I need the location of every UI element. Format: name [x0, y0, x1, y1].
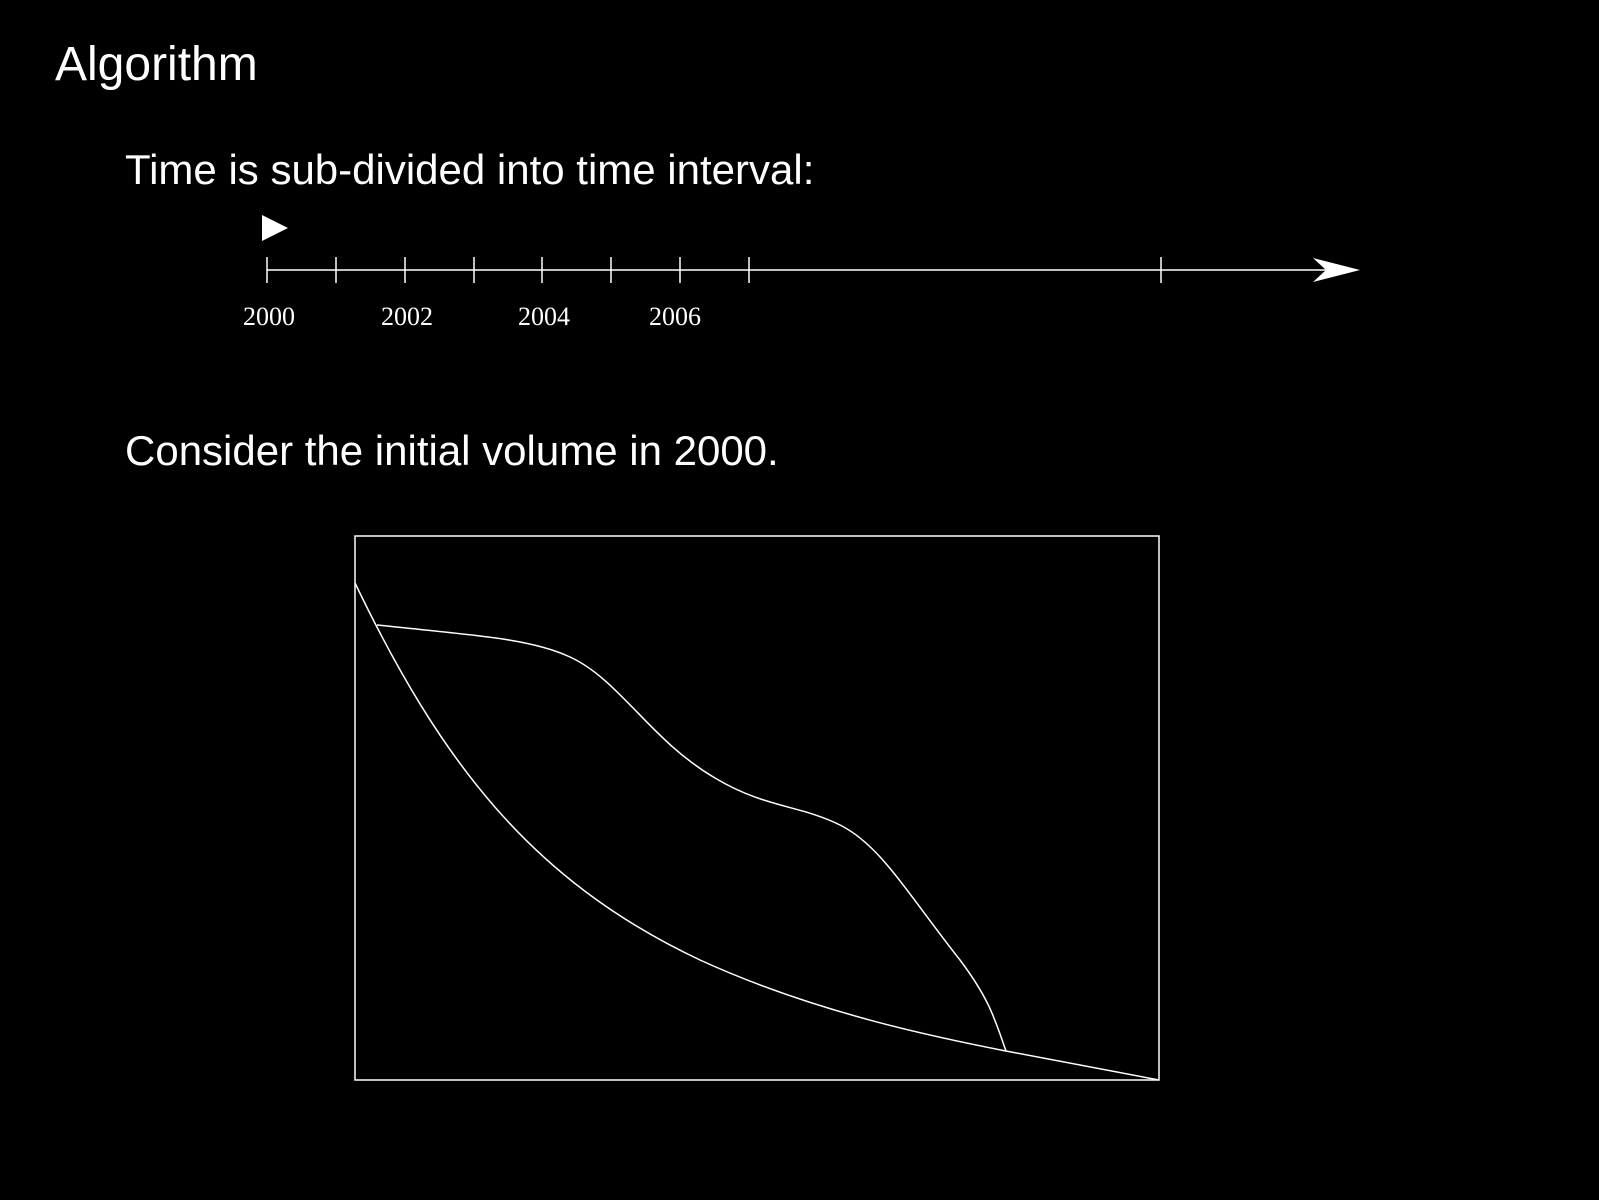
tick-label-2004: 2004: [518, 302, 570, 331]
initial-volume-text: Consider the initial volume in 2000.: [125, 427, 779, 474]
time-intervals-text: Time is sub-divided into time interval:: [125, 146, 815, 193]
play-triangle-icon: [262, 215, 288, 241]
lower-curve: [354, 582, 1160, 1081]
timeline: 2000 2002 2004 2006: [243, 215, 1360, 331]
arrowhead-icon: [1313, 258, 1360, 282]
slide-title: Algorithm: [55, 38, 258, 91]
upper-curve: [376, 624, 1007, 1052]
tick-label-2000: 2000: [243, 302, 295, 331]
timeline-ticks: [266, 257, 1162, 283]
volume-diagram: [354, 535, 1160, 1081]
diagram-frame: [354, 535, 1160, 1081]
tick-label-2002: 2002: [381, 302, 433, 331]
tick-label-2006: 2006: [649, 302, 701, 331]
